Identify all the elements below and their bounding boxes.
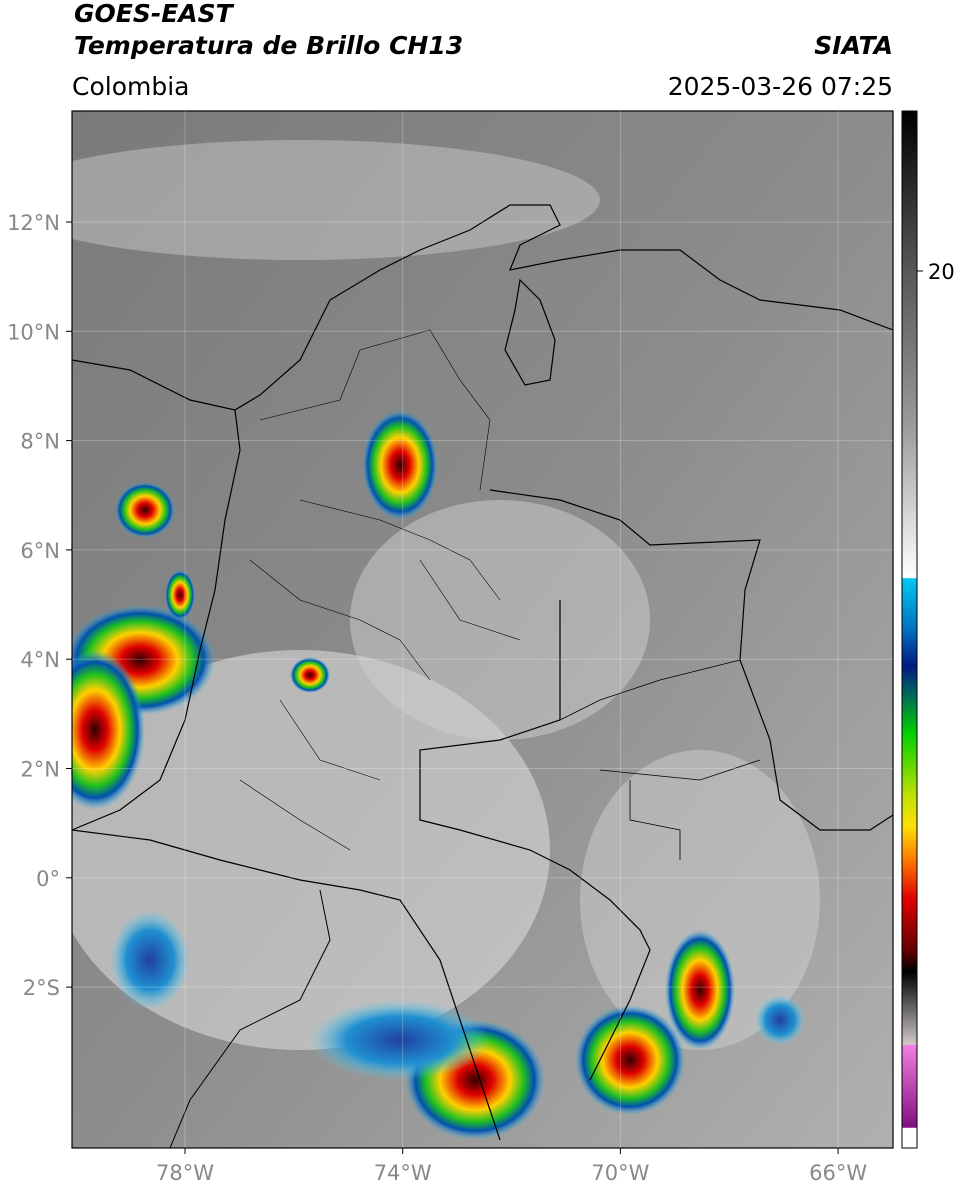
lat-label: 6°N — [20, 539, 60, 563]
timestamp: 2025-03-26 07:25 — [668, 72, 893, 101]
colorbar-label: 20 — [928, 260, 955, 284]
lon-ticks: 78°W 74°W 70°W 66°W — [156, 111, 867, 1185]
lat-label: 2°N — [20, 758, 60, 782]
lat-label: 4°N — [20, 648, 60, 672]
lat-label: 2°S — [23, 976, 60, 1000]
satellite: GOES-EAST — [74, 0, 235, 28]
lat-ticks: 12°N 10°N 8°N 6°N 4°N 2°N 0° 2°S — [7, 211, 893, 1000]
product: Temperatura de Brillo CH13 — [74, 31, 463, 60]
agency: SIATA — [814, 31, 893, 60]
lat-label: 8°N — [20, 430, 60, 454]
colorbar — [901, 110, 918, 1149]
lon-label: 74°W — [374, 1161, 432, 1185]
lat-label: 12°N — [7, 211, 60, 235]
lon-label: 66°W — [809, 1161, 867, 1185]
lat-label: 10°N — [7, 320, 60, 344]
lon-label: 78°W — [156, 1161, 214, 1185]
lon-label: 70°W — [591, 1161, 649, 1185]
colorbar-ticks: 20-30-50-70-90 — [917, 260, 955, 284]
lat-label: 0° — [36, 867, 60, 891]
map — [72, 111, 893, 1148]
map-frame — [71, 110, 894, 1149]
region: Colombia — [72, 72, 189, 101]
